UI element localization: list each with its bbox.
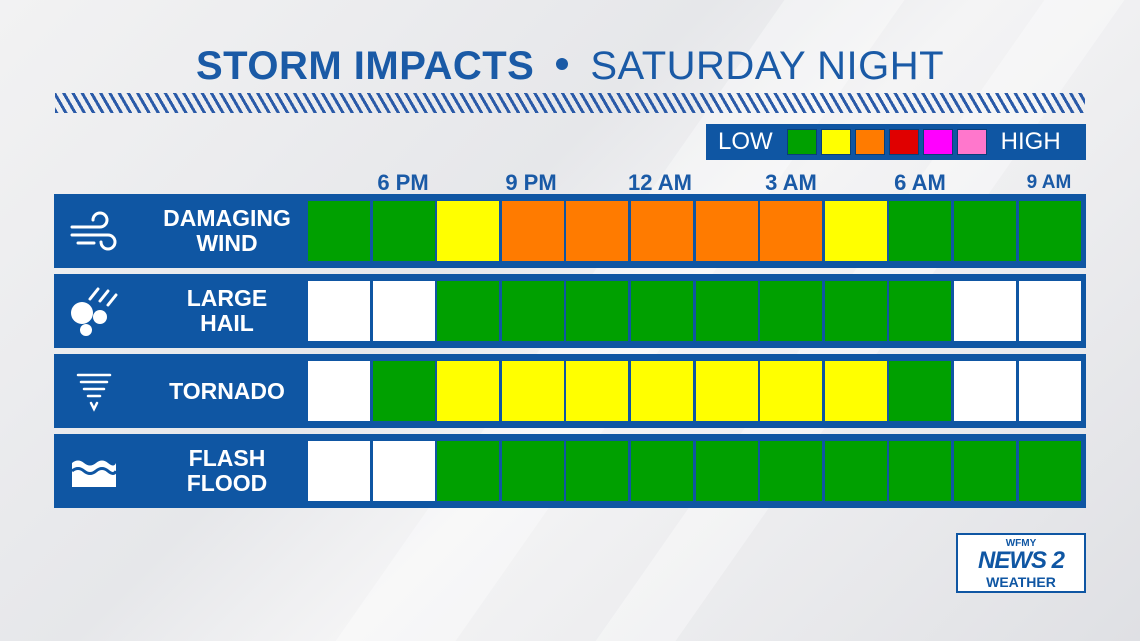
impact-cell [566,441,629,501]
row-label-line2: HAIL [200,310,254,336]
impact-cell [824,201,887,261]
impact-cell [501,201,564,261]
page-title: STORM IMPACTS SATURDAY NIGHT [0,44,1140,89]
station-logo: WFMY NEWS 2 WEATHER [956,533,1086,593]
time-label: 6 PM [377,170,429,195]
title-main: STORM IMPACTS [195,44,535,88]
impact-cell [501,281,564,341]
impact-cell [566,281,629,341]
legend-low-label: LOW [718,128,773,155]
row-label-line1: TORNADO [169,377,285,404]
legend-swatch-3 [854,129,885,155]
impact-cell [824,281,887,341]
row-label-line1: FLASH [188,445,266,471]
impact-cell [824,441,887,501]
row-label-line2: FLOOD [186,470,268,496]
impact-cell [501,441,564,501]
impact-row: FLASH FLOOD [54,434,1086,508]
impact-cell [631,361,693,421]
legend-swatch-4 [888,129,919,155]
impact-cell [954,281,1016,341]
row-label: FLASH FLOOD [142,446,312,496]
impact-cell [372,361,435,421]
impact-cell [1018,201,1081,261]
row-label-line2: WIND [196,230,258,256]
impact-cell [824,361,887,421]
impact-cell [1018,281,1081,341]
legend-swatch-6 [956,129,987,155]
impact-cell [889,201,952,261]
wind-icon [64,201,134,261]
legend-swatch-5 [922,129,953,155]
impact-cell [954,441,1016,501]
time-label: 9 AM [1026,172,1072,193]
legend: LOW HIGH [706,124,1086,160]
legend-swatch-1 [786,129,817,155]
impact-cell [308,441,370,501]
logo-bottom-text: WEATHER [986,574,1056,590]
impact-cell [437,361,500,421]
impact-cell [437,441,500,501]
logo-main-text: NEWS 2 [977,547,1065,574]
legend-swatches [786,129,991,155]
time-label: 12 AM [628,170,692,195]
flood-icon [64,441,134,501]
impact-cell [889,281,952,341]
row-label-line1: LARGE [186,285,268,311]
impact-cell [372,281,435,341]
impact-cell [695,201,758,261]
impact-cell [566,201,629,261]
row-label: TORNADO [142,377,312,404]
impact-cell [760,441,823,501]
impact-cell [631,441,693,501]
title-underline-hatch [55,93,1085,113]
impact-cell [566,361,629,421]
impact-cell [760,361,823,421]
hail-icon [64,281,134,341]
impact-cell [372,201,435,261]
impact-row: DAMAGING WIND [54,194,1086,268]
impact-cell [695,281,758,341]
title-sub: SATURDAY NIGHT [590,44,945,88]
impact-row: TORNADO [54,354,1086,428]
impact-cell [308,361,370,421]
impact-cell [437,281,500,341]
logo-top-text: WFMY [1005,538,1037,549]
time-label: 3 AM [765,170,817,195]
impact-cell [760,201,823,261]
impact-cell [889,441,952,501]
impact-cell [1018,441,1081,501]
impact-cell [954,361,1016,421]
tornado-icon [64,361,134,421]
legend-swatch-2 [820,129,851,155]
impact-cell [372,441,435,501]
title-separator-dot [556,58,569,71]
impact-row: LARGE HAIL [54,274,1086,348]
impact-cell [308,201,370,261]
impact-cell [1018,361,1081,421]
impact-cell [308,281,370,341]
legend-high-label: HIGH [1000,128,1061,155]
impact-cell [695,441,758,501]
impact-cell [695,361,758,421]
impact-cell [437,201,500,261]
impact-cell [760,281,823,341]
impact-cell [501,361,564,421]
impact-cell [631,201,693,261]
row-label: LARGE HAIL [142,286,312,336]
row-label-line1: DAMAGING [163,205,291,231]
time-label: 9 PM [505,170,557,195]
impact-cell [954,201,1016,261]
impact-cell [631,281,693,341]
row-label: DAMAGING WIND [142,206,312,256]
impact-cell [889,361,952,421]
time-label: 6 AM [894,170,946,195]
